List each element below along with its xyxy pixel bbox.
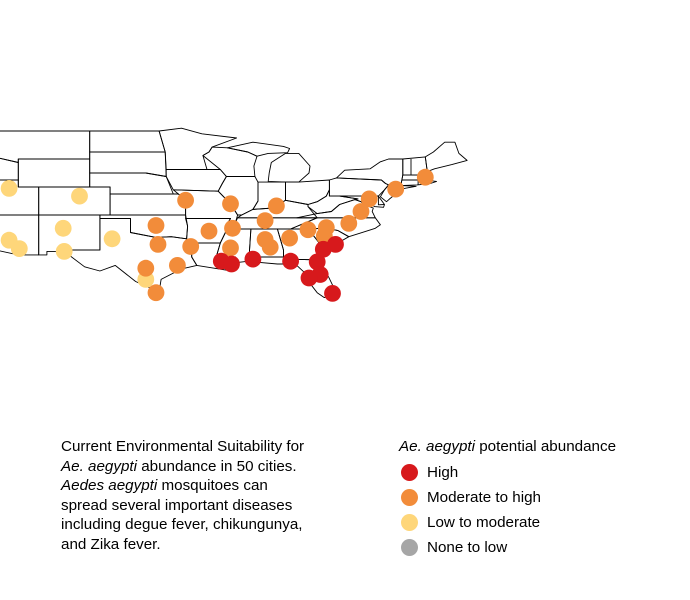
divider-ma-ct — [401, 179, 419, 185]
city-marker-moderate-high — [147, 217, 165, 234]
city-marker-moderate-high — [261, 238, 279, 256]
legend-swatch — [401, 488, 418, 506]
city-marker-moderate-high — [281, 229, 298, 247]
caption-text: and Zika fever. — [61, 535, 161, 553]
city-marker-low-moderate — [0, 180, 18, 197]
city-marker-moderate-high — [224, 219, 241, 237]
legend-swatch — [401, 513, 418, 531]
state-pennsylvania — [328, 177, 390, 197]
city-markers — [0, 168, 434, 302]
state-idaho — [0, 157, 19, 181]
city-marker-moderate-high — [268, 197, 285, 215]
legend-label: Moderate to high — [427, 488, 541, 506]
city-marker-low-moderate — [55, 243, 73, 260]
caption-text: abundance in 50 cities. — [137, 457, 297, 475]
state-west-virginia — [307, 189, 359, 215]
map-caption: Current Environmental Suitability for Ae.… — [61, 437, 361, 554]
city-marker-high — [282, 252, 299, 270]
city-marker-moderate-high — [182, 238, 200, 255]
us-map — [0, 127, 468, 302]
us-map-svg — [0, 127, 468, 302]
caption-text: mosquitoes can — [157, 477, 268, 494]
state-wyoming — [17, 158, 91, 188]
city-marker-moderate-high — [200, 222, 218, 240]
city-marker-moderate-high — [147, 284, 165, 302]
city-marker-low-moderate — [10, 240, 28, 257]
city-marker-moderate-high — [256, 212, 274, 230]
city-marker-moderate-high — [352, 203, 370, 220]
city-marker-high — [327, 236, 344, 253]
state-minnesota — [158, 127, 238, 170]
city-marker-high — [300, 269, 318, 287]
caption-line: spread several important diseases — [61, 496, 361, 516]
city-marker-moderate-high — [222, 195, 239, 213]
state-montana — [0, 130, 91, 163]
city-marker-moderate-high — [340, 215, 358, 232]
legend-item-none-low: None to low — [399, 537, 507, 557]
legend-title-rest: potential abundance — [475, 438, 617, 455]
caption-text: including degue fever, chikungunya, — [61, 516, 303, 533]
state-borders — [0, 127, 468, 299]
city-marker-moderate-high — [177, 191, 195, 209]
state-kansas — [109, 193, 187, 216]
legend-item-high: High — [399, 462, 458, 482]
city-marker-moderate-high — [317, 219, 335, 237]
legend-label: Low to moderate — [427, 513, 541, 531]
legend-item-moderate-high: Moderate to high — [399, 487, 541, 507]
city-marker-low-moderate — [103, 230, 121, 248]
state-texas — [62, 218, 198, 293]
legend-swatch — [401, 463, 418, 481]
caption-line: Current Environmental Suitability for — [61, 437, 361, 457]
city-marker-high — [244, 250, 262, 268]
legend-swatch — [401, 538, 418, 556]
divider-md-de — [377, 196, 385, 206]
caption-text: spread several important diseases — [61, 496, 293, 514]
city-marker-moderate-high — [416, 168, 434, 186]
state-iowa — [165, 169, 227, 192]
map-legend: Ae. aegypti potential abundance High Mode… — [399, 437, 684, 556]
state-wisconsin — [202, 146, 258, 177]
city-marker-high — [324, 285, 341, 302]
caption-line: Ae. aegypti abundance in 50 cities. — [61, 457, 361, 477]
caption-line: including degue fever, chikungunya, — [61, 515, 361, 535]
caption-text: Current Environmental Suitability for — [61, 438, 305, 455]
legend-label: None to low — [427, 538, 508, 556]
legend-title: Ae. aegypti potential abundance — [399, 437, 684, 457]
city-marker-moderate-high — [169, 257, 186, 274]
city-marker-moderate-high — [149, 236, 167, 253]
city-marker-moderate-high — [299, 221, 317, 239]
city-marker-moderate-high — [222, 239, 239, 257]
city-marker-low-moderate — [71, 187, 88, 205]
city-marker-high — [223, 255, 240, 273]
state-nebraska — [89, 172, 174, 195]
city-marker-moderate-high — [137, 259, 155, 277]
city-marker-low-moderate — [54, 219, 72, 237]
legend-title-species: Ae. aegypti — [399, 438, 475, 455]
state-north-dakota — [89, 130, 166, 153]
state-michigan-lower — [267, 152, 311, 183]
city-marker-moderate-high — [387, 180, 405, 198]
caption-text: Ae. aegypti — [61, 457, 137, 475]
state-maine — [424, 141, 468, 173]
caption-line: and Zika fever. — [61, 535, 361, 555]
city-marker-high — [308, 253, 326, 271]
legend-label: High — [427, 463, 459, 481]
legend-item-low-moderate: Low to moderate — [399, 512, 540, 532]
state-ohio — [285, 179, 330, 205]
state-michigan-upper — [226, 141, 291, 157]
caption-text: Aedes aegypti — [61, 477, 158, 494]
city-marker-moderate-high — [360, 190, 378, 208]
caption-line: Aedes aegypti mosquitoes can — [61, 476, 361, 496]
